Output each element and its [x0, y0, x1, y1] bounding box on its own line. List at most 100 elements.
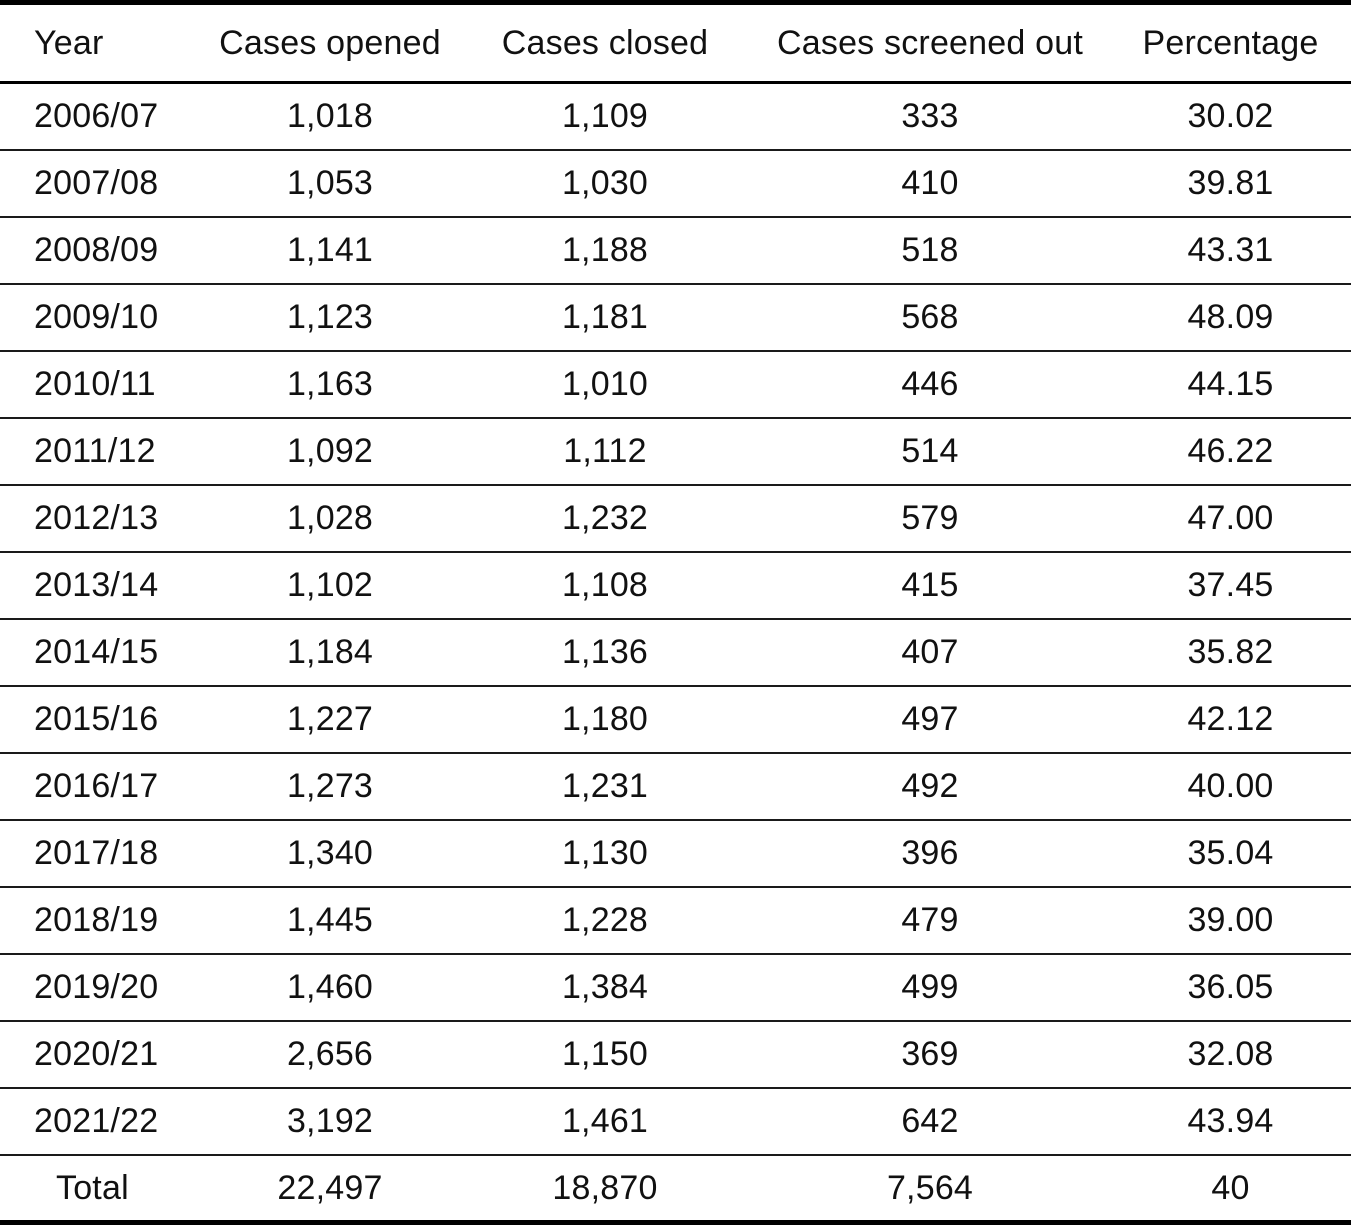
- cases-opened-cell: 1,445: [200, 887, 460, 955]
- year-cell: 2017/18: [0, 820, 200, 888]
- year-cell: 2012/13: [0, 485, 200, 553]
- cases-screened-out-cell: 642: [750, 1088, 1110, 1156]
- percentage-cell: 39.00: [1110, 887, 1351, 955]
- percentage-cell: 30.02: [1110, 82, 1351, 151]
- percentage-cell: 40.00: [1110, 753, 1351, 821]
- table-row: 2009/10 1,123 1,181 568 48.09: [0, 284, 1351, 352]
- cases-opened-cell: 1,141: [200, 217, 460, 285]
- cases-closed-cell: 1,112: [460, 418, 750, 486]
- cases-screened-out-cell: 499: [750, 954, 1110, 1022]
- year-cell: 2009/10: [0, 284, 200, 352]
- cases-closed-cell: 1,232: [460, 485, 750, 553]
- table-row: 2017/18 1,340 1,130 396 35.04: [0, 820, 1351, 888]
- column-header-cases-opened: Cases opened: [200, 2, 460, 84]
- percentage-cell: 42.12: [1110, 686, 1351, 754]
- cases-closed-cell: 1,188: [460, 217, 750, 285]
- percentage-cell: 32.08: [1110, 1021, 1351, 1089]
- table-row: 2021/22 3,192 1,461 642 43.94: [0, 1088, 1351, 1156]
- table-row: 2010/11 1,163 1,010 446 44.15: [0, 351, 1351, 419]
- year-cell: 2021/22: [0, 1088, 200, 1156]
- column-header-percentage: Percentage: [1110, 2, 1351, 84]
- total-label: Total: [56, 1168, 129, 1207]
- cases-screened-out-cell: 492: [750, 753, 1110, 821]
- cases-closed-cell: 1,150: [460, 1021, 750, 1089]
- percentage-cell: 47.00: [1110, 485, 1351, 553]
- cases-screened-out-cell: 518: [750, 217, 1110, 285]
- cases-screened-out-cell: 369: [750, 1021, 1110, 1089]
- cases-opened-cell: 1,227: [200, 686, 460, 754]
- year-cell: 2019/20: [0, 954, 200, 1022]
- cases-opened-cell: 1,018: [200, 82, 460, 151]
- table-row: 2018/19 1,445 1,228 479 39.00: [0, 887, 1351, 955]
- cases-closed-cell: 1,461: [460, 1088, 750, 1156]
- percentage-cell: 43.94: [1110, 1088, 1351, 1156]
- cases-screened-out-cell: 446: [750, 351, 1110, 419]
- cases-screened-out-cell: 333: [750, 82, 1110, 151]
- cases-opened-cell: 1,184: [200, 619, 460, 687]
- year-cell: 2014/15: [0, 619, 200, 687]
- table-row: 2007/08 1,053 1,030 410 39.81: [0, 150, 1351, 218]
- year-cell: 2020/21: [0, 1021, 200, 1089]
- percentage-cell: 37.45: [1110, 552, 1351, 620]
- cases-screened-out-cell: 396: [750, 820, 1110, 888]
- cases-opened-cell: 2,656: [200, 1021, 460, 1089]
- cases-opened-cell: 1,163: [200, 351, 460, 419]
- table-row: 2011/12 1,092 1,112 514 46.22: [0, 418, 1351, 486]
- year-cell: 2015/16: [0, 686, 200, 754]
- total-row: Total 22,497 18,870 7,564 40: [0, 1155, 1351, 1223]
- percentage-cell: 39.81: [1110, 150, 1351, 218]
- table-row: 2015/16 1,227 1,180 497 42.12: [0, 686, 1351, 754]
- table-row: 2006/07 1,018 1,109 333 30.02: [0, 82, 1351, 151]
- percentage-cell: 44.15: [1110, 351, 1351, 419]
- cases-closed-cell: 1,228: [460, 887, 750, 955]
- percentage-cell: 35.04: [1110, 820, 1351, 888]
- cases-opened-cell: 1,273: [200, 753, 460, 821]
- cases-opened-cell: 1,092: [200, 418, 460, 486]
- total-cases-opened-value: 22,497: [277, 1168, 383, 1207]
- total-cases-closed-value: 18,870: [552, 1168, 658, 1207]
- cases-closed-cell: 1,130: [460, 820, 750, 888]
- percentage-cell: 36.05: [1110, 954, 1351, 1022]
- cases-opened-cell: 1,340: [200, 820, 460, 888]
- year-cell: 2016/17: [0, 753, 200, 821]
- year-cell: 2007/08: [0, 150, 200, 218]
- cases-screened-out-cell: 568: [750, 284, 1110, 352]
- cases-screened-out-cell: 579: [750, 485, 1110, 553]
- year-cell: 2013/14: [0, 552, 200, 620]
- cases-closed-cell: 1,136: [460, 619, 750, 687]
- cases-closed-cell: 1,181: [460, 284, 750, 352]
- cases-opened-cell: 1,102: [200, 552, 460, 620]
- cases-closed-cell: 1,231: [460, 753, 750, 821]
- cases-screened-out-cell: 407: [750, 619, 1110, 687]
- cases-opened-cell: 1,053: [200, 150, 460, 218]
- cases-screened-out-cell: 497: [750, 686, 1110, 754]
- cases-screened-out-cell: 415: [750, 552, 1110, 620]
- cases-closed-cell: 1,109: [460, 82, 750, 151]
- year-cell: 2006/07: [0, 82, 200, 151]
- percentage-cell: 48.09: [1110, 284, 1351, 352]
- cases-opened-cell: 1,123: [200, 284, 460, 352]
- total-cases-screened-value: 7,564: [886, 1168, 974, 1207]
- percentage-cell: 43.31: [1110, 217, 1351, 285]
- cases-screened-out-cell: 410: [750, 150, 1110, 218]
- cases-closed-cell: 1,108: [460, 552, 750, 620]
- percentage-cell: 46.22: [1110, 418, 1351, 486]
- table-row: 2008/09 1,141 1,188 518 43.31: [0, 217, 1351, 285]
- table-row: 2019/20 1,460 1,384 499 36.05: [0, 954, 1351, 1022]
- cases-closed-cell: 1,180: [460, 686, 750, 754]
- table-row: 2013/14 1,102 1,108 415 37.45: [0, 552, 1351, 620]
- cases-screened-out-cell: 479: [750, 887, 1110, 955]
- cases-opened-cell: 3,192: [200, 1088, 460, 1156]
- cases-closed-cell: 1,030: [460, 150, 750, 218]
- table-row: 2012/13 1,028 1,232 579 47.00: [0, 485, 1351, 553]
- cases-opened-cell: 1,028: [200, 485, 460, 553]
- percentage-cell: 35.82: [1110, 619, 1351, 687]
- column-header-cases-screened: Cases screened out: [750, 2, 1110, 84]
- cases-screened-out-cell: 514: [750, 418, 1110, 486]
- year-cell: 2008/09: [0, 217, 200, 285]
- table-row: 2020/21 2,656 1,150 369 32.08: [0, 1021, 1351, 1089]
- year-cell: 2011/12: [0, 418, 200, 486]
- table-row: 2014/15 1,184 1,136 407 35.82: [0, 619, 1351, 687]
- column-header-year: Year: [0, 2, 200, 84]
